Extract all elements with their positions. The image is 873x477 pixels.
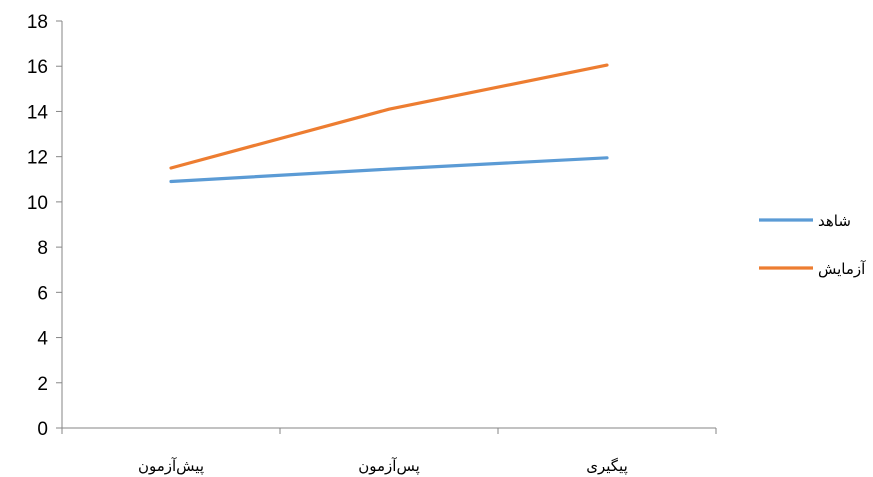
axes — [61, 21, 716, 429]
legend-label-0: شاهد — [818, 212, 851, 230]
x-tick-label: پیش‌آزمون — [138, 457, 204, 476]
y-tick-label: 2 — [37, 374, 48, 395]
series-lines — [169, 63, 609, 184]
y-tick-label: 4 — [37, 329, 48, 350]
x-axis-ticks: پیش‌آزمون پس‌آزمون پیگیری — [61, 428, 717, 476]
y-tick-label: 10 — [27, 193, 48, 214]
legend-label-1: آزمایش — [818, 260, 866, 278]
series-line-1 — [169, 63, 609, 170]
y-tick-label: 16 — [27, 57, 48, 78]
y-tick-label: 6 — [37, 283, 48, 304]
legend: شاهد آزمایش — [759, 212, 866, 278]
y-tick-label: 8 — [37, 238, 48, 259]
y-axis-ticks: 0 2 4 6 8 10 12 14 16 18 — [27, 12, 62, 440]
series-line-0 — [169, 156, 609, 184]
y-tick-label: 12 — [27, 148, 48, 169]
y-tick-label: 18 — [27, 12, 48, 33]
y-tick-label: 0 — [37, 419, 48, 440]
y-tick-label: 14 — [27, 102, 49, 123]
x-tick-label: پس‌آزمون — [358, 457, 420, 476]
x-tick-label: پیگیری — [586, 457, 628, 476]
